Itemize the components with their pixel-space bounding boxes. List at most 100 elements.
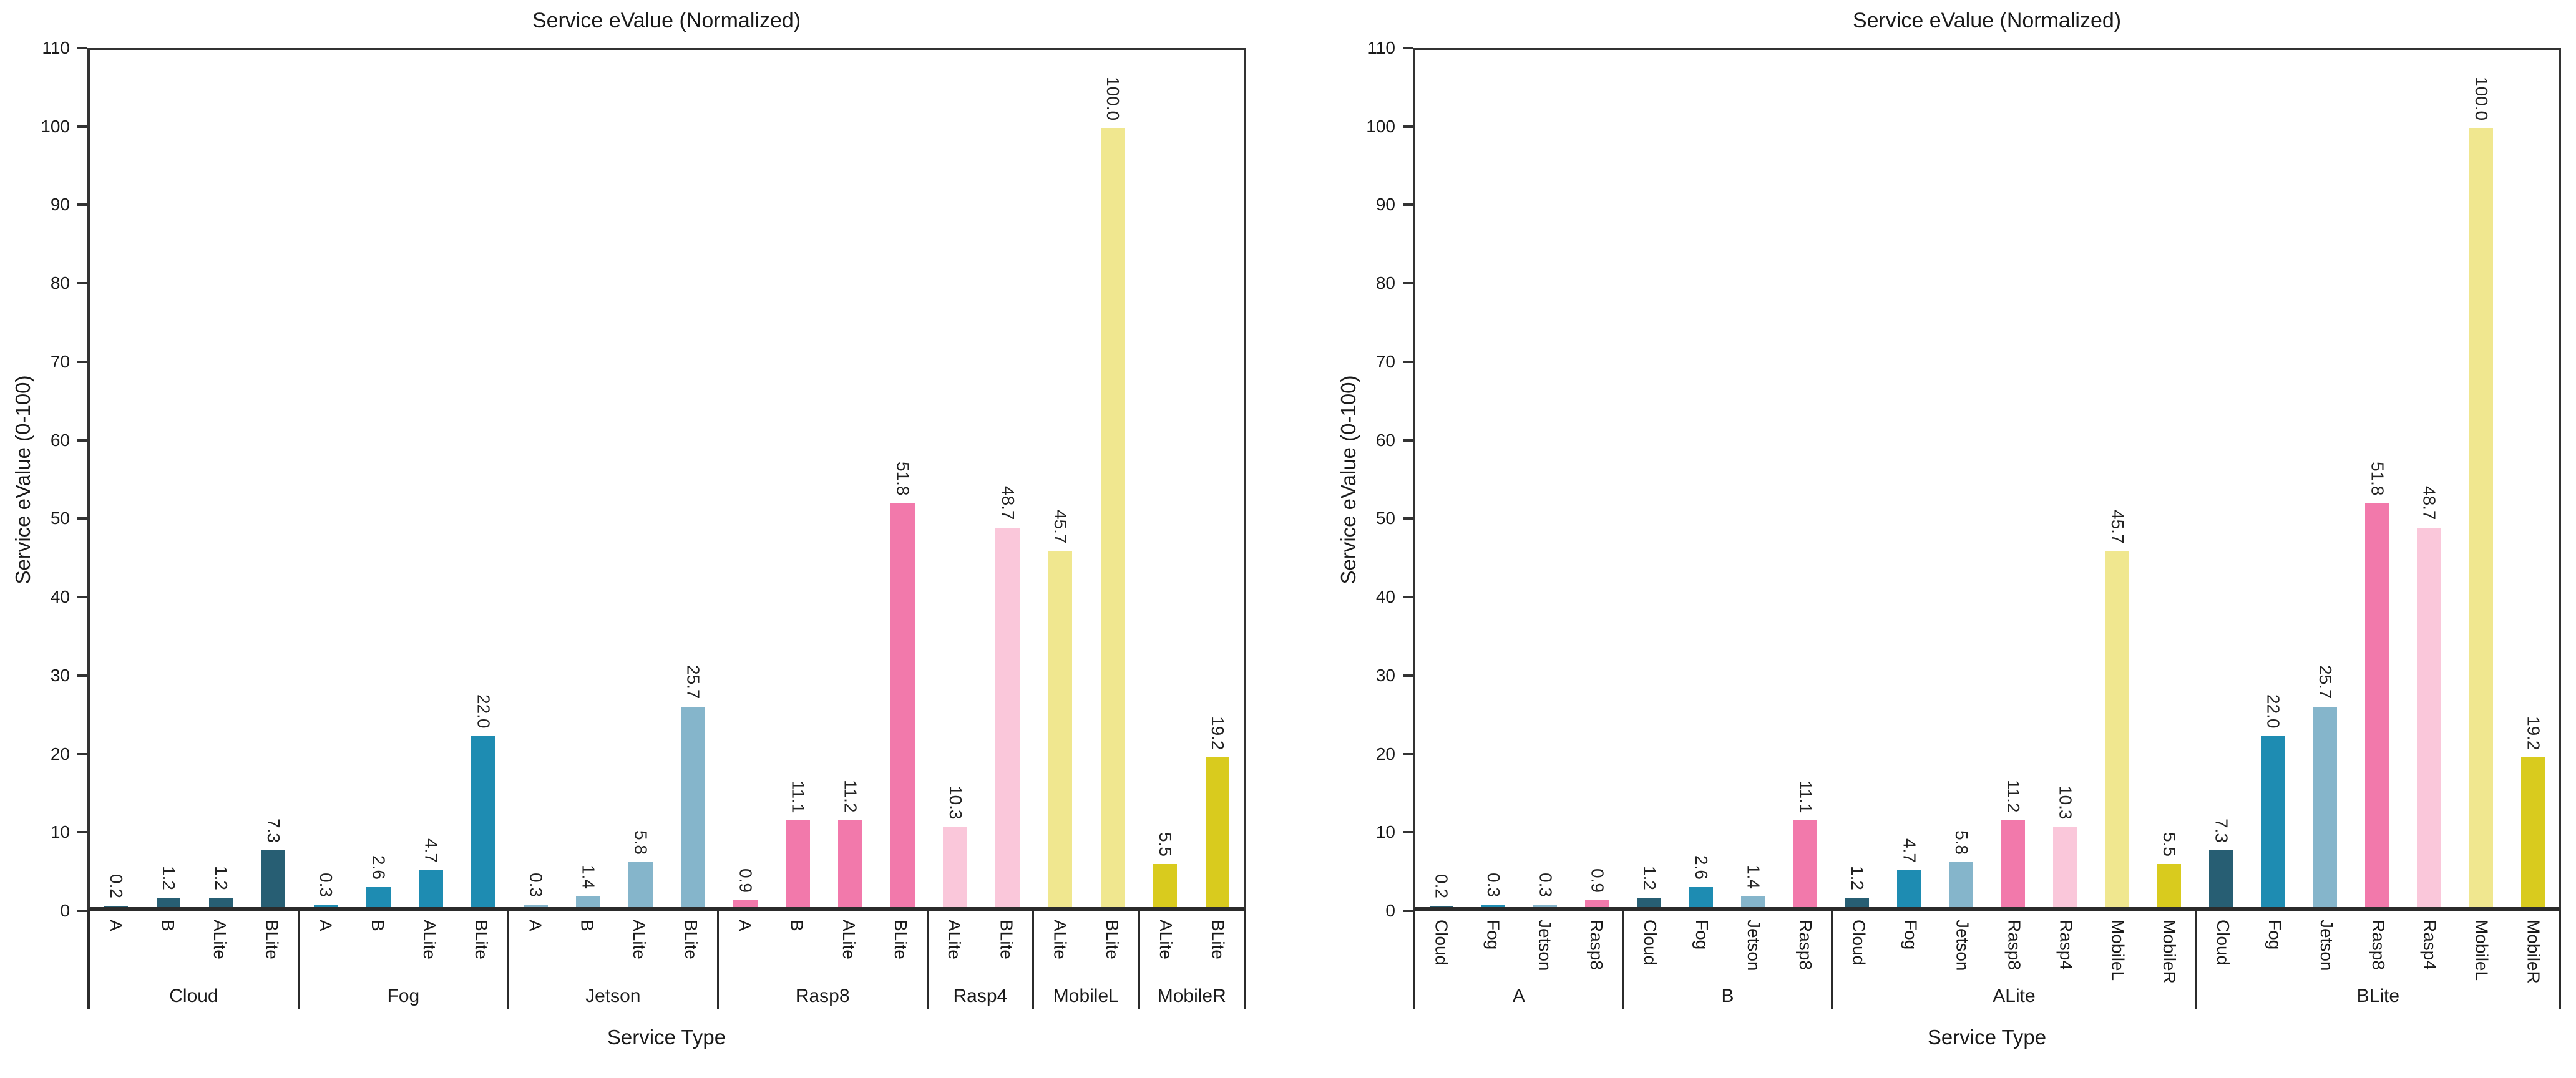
group-cell: A B ALite BLite Fog: [300, 911, 509, 1009]
bar-tick-slot: Rasp8: [2352, 911, 2404, 1009]
y-tick-label: 20: [1375, 744, 1395, 764]
bar-value-label: 22.0: [474, 694, 494, 729]
x-axis-label: Service Type: [607, 1026, 726, 1049]
bar-tick-label: Jetson: [1953, 920, 1973, 971]
bar-tick-slot: A: [90, 911, 142, 1009]
bar-tick-slot: Jetson: [1936, 911, 1988, 1009]
bar: 22.0: [471, 694, 495, 907]
group-cell: Cloud Fog Jetson Rasp8 Rasp4 MobileL MobileR AL…: [1833, 911, 2197, 1009]
bar-value-label: 11.1: [1795, 780, 1815, 813]
bar-value-label: 48.7: [2419, 486, 2439, 520]
y-tick-mark: [1403, 360, 1413, 363]
bar: 11.1: [1793, 780, 1818, 907]
bar-tick-slot: Cloud: [2197, 911, 2249, 1009]
bar-tick-slot: ALite: [822, 911, 874, 1009]
y-tick-mark: [1403, 752, 1413, 755]
bar-value-label: 11.2: [841, 779, 861, 813]
bar: 0.9: [1585, 868, 1609, 907]
bar-tick-slot: Fog: [1676, 911, 1728, 1009]
bar-value-label: 10.3: [945, 785, 965, 820]
bar-value-label: 25.7: [2316, 665, 2336, 699]
y-tick-mark: [77, 203, 87, 206]
y-tick-label: 60: [50, 430, 70, 450]
bar-tick-label: BLite: [1102, 920, 1122, 959]
group-label: B: [1721, 986, 1734, 1006]
group-cell: Cloud Fog Jetson Rasp8 A: [1413, 911, 1624, 1009]
y-tick-mark: [77, 360, 87, 363]
bar-tick-label: BLite: [472, 920, 492, 959]
y-tick-label: 50: [1375, 508, 1395, 528]
bar-tick-slot: MobileR: [2144, 911, 2195, 1009]
bar-group: 1.2 4.7 5.8 11.2 10.3 45.7 5.5: [1832, 50, 2195, 907]
bar: 51.8: [890, 462, 915, 907]
bar-slot: 0.9: [720, 50, 772, 907]
bar-tick-slot: BLite: [246, 911, 298, 1009]
bar-tick-slot: Jetson: [2300, 911, 2352, 1009]
bar: 5.5: [1153, 832, 1178, 907]
bar-tick-slot: ALite: [1140, 911, 1192, 1009]
bar-slot: 2.6: [1676, 50, 1727, 907]
bar: 19.2: [1205, 716, 1230, 907]
bar: 51.8: [2365, 462, 2389, 907]
bar-value-label: 1.2: [212, 866, 232, 891]
bar-value-label: 10.3: [2056, 785, 2076, 820]
bar-tick-label: A: [106, 920, 126, 931]
bar-slot: 0.9: [1571, 50, 1623, 907]
bar-value-label: 4.7: [1900, 838, 1920, 863]
bar-tick-label: Fog: [1692, 920, 1712, 950]
bar-tick-label: B: [577, 920, 597, 931]
bar-tick-slot: BLite: [456, 911, 507, 1009]
bar: 1.4: [576, 865, 600, 907]
bar-tick-label: B: [787, 920, 807, 931]
bar-tick-label: Fog: [1483, 920, 1503, 950]
bar-group: 1.2 2.6 1.4 11.1: [1623, 50, 1831, 907]
bar-value-label: 45.7: [2107, 509, 2127, 544]
bar-value-label: 0.3: [316, 873, 336, 898]
bar-tick-slot: BLite: [874, 911, 926, 1009]
bar: 100.0: [1100, 77, 1125, 907]
bar-slot: 1.2: [195, 50, 247, 907]
bar-slot: 22.0: [457, 50, 509, 907]
bar-group: 5.5 19.2: [1139, 50, 1244, 907]
bar: 5.8: [1949, 830, 1973, 907]
bar-tick-slot: B: [351, 911, 403, 1009]
bar-tick-label: ALite: [210, 920, 230, 959]
bar-slot: 45.7: [2091, 50, 2143, 907]
bar: 45.7: [1048, 510, 1073, 907]
bar-slot: 7.3: [2195, 50, 2247, 907]
bar-tick-label: BLite: [262, 920, 282, 959]
chart-title: Service eValue (Normalized): [1852, 9, 2122, 32]
bar-tick-slot: MobileR: [2507, 911, 2559, 1009]
bar-slot: 51.8: [2351, 50, 2403, 907]
bar-tick-slot: Cloud: [1833, 911, 1885, 1009]
bar: 11.2: [838, 780, 862, 907]
bar-value-label: 100.0: [1103, 76, 1123, 120]
bar-value-label: 0.9: [1588, 868, 1608, 893]
bar-tick-label: ALite: [1050, 920, 1070, 959]
bar-tick-label: A: [735, 920, 755, 931]
bar-value-label: 11.1: [788, 780, 808, 813]
bar-slot: 19.2: [1191, 50, 1244, 907]
y-tick-mark: [77, 910, 87, 912]
bar-tick-slot: B: [771, 911, 822, 1009]
bar-tick-label: Rasp8: [1795, 920, 1815, 970]
bar-tick-slot: BLite: [1192, 911, 1244, 1009]
y-axis-label: Service eValue (0-100): [11, 374, 34, 585]
bar: 0.3: [313, 873, 338, 907]
bar-slot: 4.7: [1883, 50, 1935, 907]
group-cell: ALite BLite Rasp4: [929, 911, 1035, 1009]
group-label: BLite: [2356, 986, 2400, 1006]
bar-group: 45.7 100.0: [1034, 50, 1139, 907]
bar: 19.2: [2521, 716, 2545, 907]
bar: 7.3: [261, 818, 286, 907]
y-tick-label: 110: [1367, 38, 1395, 57]
bar-slot: 1.4: [562, 50, 614, 907]
bar-slot: 48.7: [2403, 50, 2455, 907]
y-tick-mark: [77, 439, 87, 442]
plot-area: 0.2 0.3 0.3 0.9 1.2 2.6 1.4 11.1 1.2 4.7 5.8 11.2 10…: [1413, 48, 2561, 911]
group-label: MobileR: [1157, 986, 1226, 1006]
bar-tick-label: MobileL: [2472, 920, 2492, 981]
bar-tick-label: Jetson: [1535, 920, 1555, 971]
y-tick-mark: [1403, 596, 1413, 599]
bar-tick-label: BLite: [1208, 920, 1228, 959]
